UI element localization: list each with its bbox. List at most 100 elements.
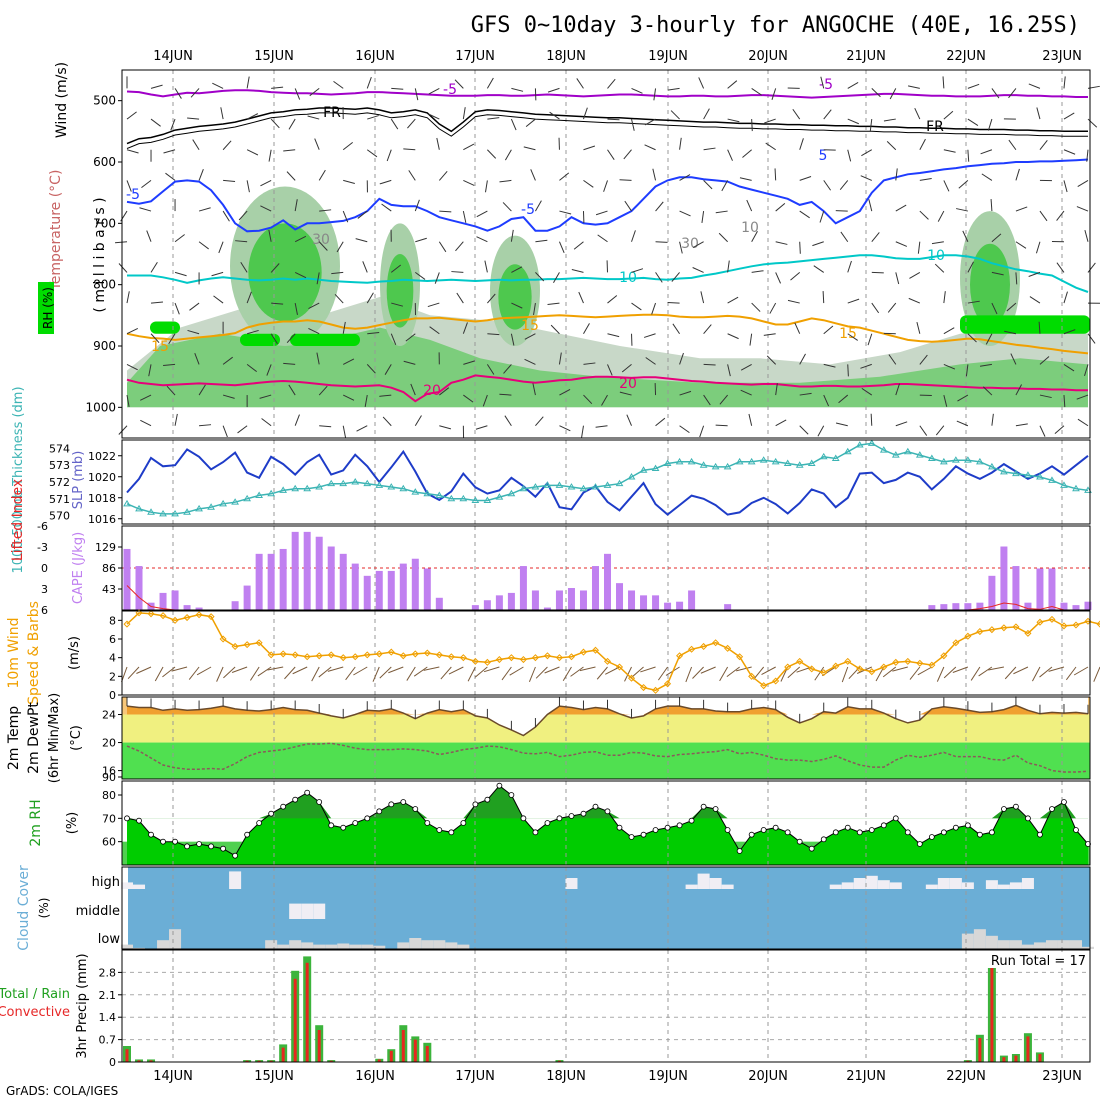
cape-bar bbox=[484, 600, 491, 610]
precip-conv-bar bbox=[978, 1038, 981, 1062]
rh-marker bbox=[329, 823, 334, 828]
cape-bar bbox=[292, 532, 299, 610]
cloud-bar-low bbox=[998, 940, 1010, 949]
rh-marker bbox=[797, 839, 802, 844]
cloud-bar-high bbox=[938, 878, 950, 889]
precip-tick: 0.7 bbox=[99, 1034, 117, 1047]
cloud-bar-high bbox=[998, 885, 1010, 889]
rh-marker bbox=[353, 821, 358, 826]
upper-ylabel-rh: RH (%) bbox=[41, 287, 55, 329]
cape-bar bbox=[616, 583, 623, 610]
rh-marker bbox=[461, 821, 466, 826]
cape-bar bbox=[376, 571, 383, 610]
cape-bar bbox=[580, 590, 587, 610]
rh-marker bbox=[641, 832, 646, 837]
rh-tick: 60 bbox=[102, 836, 116, 849]
cloud-bar-low bbox=[1058, 940, 1070, 949]
cape-bar bbox=[160, 593, 167, 610]
date-label-top: 23JUN bbox=[1042, 49, 1082, 64]
cloud-bar-middle bbox=[301, 904, 313, 919]
rh-marker bbox=[233, 853, 238, 858]
cloud-bar-high bbox=[962, 882, 974, 889]
wind10-ylabel-unit: (m/s) bbox=[67, 636, 82, 670]
rh-marker bbox=[1037, 832, 1042, 837]
cape-bar bbox=[316, 537, 323, 610]
wind-barb bbox=[656, 242, 668, 243]
rh-marker bbox=[941, 830, 946, 835]
cape-bar bbox=[340, 554, 347, 610]
cape-bar bbox=[556, 590, 563, 610]
slp-ylabel: SLP (mb) bbox=[71, 451, 86, 510]
cloud-bar-low bbox=[277, 945, 289, 949]
cloud-bar-high bbox=[926, 885, 938, 889]
cape-bar bbox=[496, 595, 503, 610]
temp-ylabel-b: 2m DewPt bbox=[26, 702, 42, 774]
wind10-tick: 2 bbox=[109, 670, 116, 683]
contour-label: 10 bbox=[619, 270, 637, 286]
thickness-tick: 572 bbox=[49, 476, 70, 489]
precip-conv-bar bbox=[402, 1030, 405, 1062]
rh-marker bbox=[605, 809, 610, 814]
cloud-bar-low bbox=[313, 945, 325, 949]
rh-marker bbox=[965, 823, 970, 828]
date-label-top: 15JUN bbox=[254, 49, 294, 64]
cape-bar bbox=[952, 603, 959, 610]
cape-bar bbox=[364, 576, 371, 610]
date-label-bottom: 17JUN bbox=[455, 1069, 495, 1084]
rh-marker bbox=[173, 839, 178, 844]
cloud-bar-low bbox=[962, 934, 974, 949]
cape-bar bbox=[136, 566, 143, 610]
cloud-level-low: low bbox=[98, 932, 121, 947]
cloud-bar-low bbox=[409, 938, 421, 949]
rh-shade-column-core bbox=[970, 244, 1010, 326]
cape-bar bbox=[472, 605, 479, 610]
li-tick: 0 bbox=[41, 562, 48, 575]
cloud-bar-high bbox=[950, 878, 962, 889]
wind-barb bbox=[800, 242, 801, 254]
cloud-bar-low bbox=[265, 940, 277, 949]
precip-conv-bar bbox=[390, 1051, 393, 1062]
cape-bar bbox=[964, 603, 971, 610]
cape-bar bbox=[232, 601, 239, 610]
date-label-top: 18JUN bbox=[546, 49, 586, 64]
cloud-bar-high bbox=[1022, 878, 1034, 889]
cloud-bar-high bbox=[878, 880, 890, 889]
date-label-bottom: 14JUN bbox=[153, 1069, 193, 1084]
cloud-bar-high bbox=[133, 885, 145, 889]
cloud-bar-high bbox=[698, 874, 710, 889]
cloud-level-high: high bbox=[92, 875, 120, 890]
rh-shade-saturated bbox=[290, 334, 360, 346]
rh-marker bbox=[137, 818, 142, 823]
cape-ylabel-li: Lifted Index bbox=[10, 479, 26, 561]
rh-marker bbox=[473, 802, 478, 807]
cape-bar bbox=[532, 590, 539, 610]
cloud-ylabel-unit: (%) bbox=[37, 898, 51, 919]
temp-tick: 24 bbox=[102, 709, 116, 722]
cape-bar bbox=[352, 564, 359, 610]
cape-bar bbox=[436, 598, 443, 610]
contour-label: -5 bbox=[521, 202, 535, 218]
cape-bar bbox=[1012, 566, 1019, 610]
cloud-bar-low bbox=[157, 940, 169, 949]
cloud-bar-high bbox=[890, 882, 902, 889]
cloud-bar-low bbox=[1046, 940, 1058, 949]
cape-bar bbox=[928, 605, 935, 610]
contour-label: 10 bbox=[927, 248, 945, 264]
rh-marker bbox=[893, 816, 898, 821]
thickness-tick: 571 bbox=[49, 493, 70, 506]
cape-bar bbox=[664, 603, 671, 610]
wind-barb bbox=[823, 291, 824, 303]
wind10-tick: 4 bbox=[109, 652, 116, 665]
cape-bar bbox=[1048, 568, 1055, 610]
cloud-bar-low bbox=[1070, 940, 1082, 949]
precip-conv-bar bbox=[306, 963, 309, 1062]
rh-ylabel: 2m RH bbox=[28, 799, 44, 846]
rh-marker bbox=[161, 839, 166, 844]
wind10-ylabel-a: 10m Wind bbox=[6, 617, 22, 688]
precip-conv-bar bbox=[126, 1049, 129, 1062]
thickness-tick: 574 bbox=[49, 442, 70, 455]
credit-label: GrADS: COLA/IGES bbox=[6, 1084, 118, 1098]
cloud-bar-high bbox=[686, 885, 698, 889]
precip-conv-bar bbox=[318, 1030, 321, 1062]
precip-conv-bar bbox=[282, 1048, 285, 1062]
